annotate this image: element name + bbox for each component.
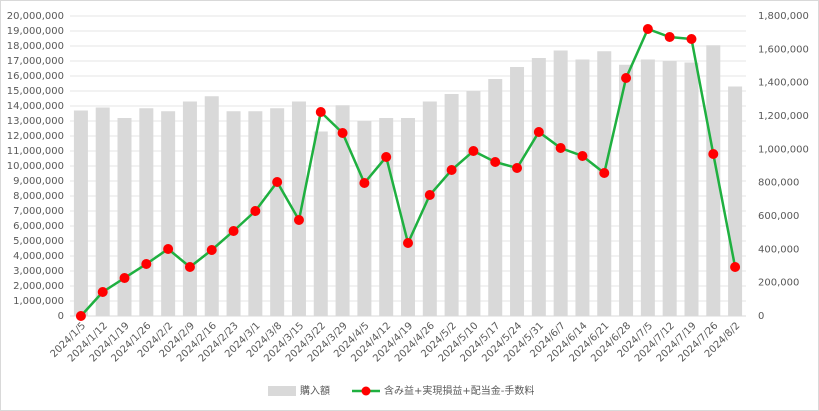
bar — [662, 61, 677, 316]
y-tick-label: 10,000,000 — [7, 161, 64, 172]
line-marker — [533, 127, 544, 137]
y-tick-label: 12,000,000 — [7, 131, 64, 142]
bar — [597, 51, 612, 316]
y-tick-label: 6,000,000 — [13, 221, 64, 232]
line-marker — [381, 152, 392, 162]
y-tick-label: 0 — [58, 311, 64, 322]
line-marker — [141, 259, 152, 269]
line-marker — [75, 311, 86, 321]
y-tick-label: 18,000,000 — [7, 41, 64, 52]
line-marker — [468, 146, 479, 156]
bar — [226, 111, 241, 316]
legend-marker — [361, 386, 371, 396]
bar — [728, 86, 743, 316]
y-tick-label: 7,000,000 — [13, 206, 64, 217]
bar — [139, 108, 154, 316]
y2-tick-label: 1,800,000 — [758, 11, 809, 22]
y2-tick-label: 600,000 — [758, 211, 799, 222]
y-tick-label: 16,000,000 — [7, 71, 64, 82]
bar — [357, 121, 372, 316]
y-tick-label: 9,000,000 — [13, 176, 64, 187]
y-tick-label: 14,000,000 — [7, 101, 64, 112]
line-marker — [272, 177, 283, 187]
bar — [619, 64, 634, 316]
y-tick-label: 3,000,000 — [13, 266, 64, 277]
line-marker — [490, 157, 501, 167]
bar — [335, 105, 350, 316]
line-marker — [315, 107, 326, 117]
bar — [401, 118, 415, 316]
bar — [270, 108, 285, 316]
bar — [444, 94, 459, 316]
bar — [95, 107, 110, 316]
line-marker — [512, 163, 523, 173]
bar — [553, 50, 568, 316]
line-marker — [359, 178, 370, 188]
y2-tick-label: 200,000 — [758, 278, 799, 289]
bar — [73, 110, 88, 316]
legend-label: 購入額 — [300, 384, 330, 397]
y2-tick-label: 0 — [758, 311, 764, 322]
y-tick-label: 1,000,000 — [13, 296, 64, 307]
line-marker — [642, 24, 653, 34]
line-marker — [184, 262, 195, 272]
line-marker — [206, 245, 217, 255]
bar — [510, 67, 525, 316]
line-marker — [119, 273, 130, 283]
bar — [204, 96, 219, 316]
y-tick-label: 2,000,000 — [13, 281, 64, 292]
line-marker — [599, 168, 610, 178]
line-marker — [446, 165, 457, 175]
line-marker — [664, 32, 675, 42]
bar — [575, 59, 590, 316]
legend-swatch — [268, 386, 296, 396]
line-marker — [97, 287, 108, 297]
y-tick-label: 4,000,000 — [13, 251, 64, 262]
line-marker — [621, 73, 632, 83]
bar — [291, 101, 306, 316]
line-marker — [250, 206, 261, 216]
bar — [422, 101, 437, 316]
y2-tick-label: 1,400,000 — [758, 78, 809, 89]
y2-tick-label: 1,200,000 — [758, 111, 809, 122]
bar — [313, 131, 328, 316]
line-marker — [403, 238, 413, 248]
y-tick-label: 15,000,000 — [7, 86, 64, 97]
bar — [640, 59, 655, 316]
bar — [182, 101, 197, 316]
bar — [117, 118, 132, 316]
y-tick-label: 13,000,000 — [7, 116, 64, 127]
line-marker — [708, 149, 719, 159]
y2-tick-label: 1,600,000 — [758, 44, 809, 55]
line-marker — [555, 143, 566, 153]
line-marker — [424, 190, 435, 200]
y-tick-label: 5,000,000 — [13, 236, 64, 247]
y2-tick-label: 800,000 — [758, 178, 799, 189]
y-tick-label: 20,000,000 — [7, 11, 64, 22]
legend: 購入額 含み益+実現損益+配当金-手数料 — [268, 384, 534, 397]
line-marker — [577, 151, 588, 161]
bar — [684, 62, 699, 316]
line-marker — [293, 215, 304, 225]
legend-label: 含み益+実現損益+配当金-手数料 — [384, 384, 534, 397]
line-marker — [163, 244, 174, 254]
bar — [531, 58, 546, 316]
line-marker — [686, 34, 697, 44]
y2-tick-label: 400,000 — [758, 244, 799, 255]
y-tick-label: 17,000,000 — [7, 56, 64, 67]
line-marker — [730, 262, 741, 272]
bar — [706, 45, 721, 316]
y2-tick-label: 1,000,000 — [758, 144, 809, 155]
y-tick-label: 8,000,000 — [13, 191, 64, 202]
line-marker — [337, 128, 348, 138]
bar — [466, 91, 481, 316]
y-tick-label: 11,000,000 — [7, 146, 64, 157]
bar — [488, 79, 503, 316]
line-marker — [228, 226, 239, 236]
bar — [379, 118, 394, 316]
y-tick-label: 19,000,000 — [7, 26, 64, 37]
bar — [161, 111, 176, 316]
